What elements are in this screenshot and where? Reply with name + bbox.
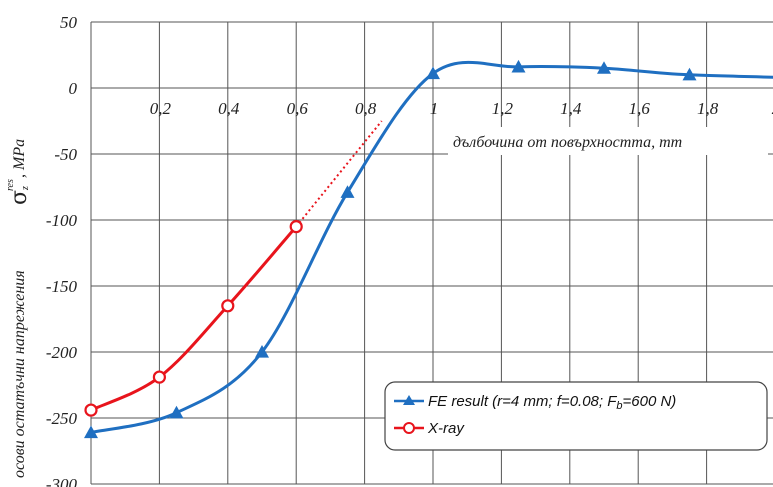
legend-fe-label-subscript: b bbox=[616, 400, 622, 412]
xray-point bbox=[84, 403, 98, 417]
x-tick-label: 0,4 bbox=[218, 99, 240, 118]
x-axis-title-background bbox=[448, 127, 768, 155]
y-tick-label: -100 bbox=[46, 211, 78, 230]
legend-fe-marker bbox=[403, 395, 415, 405]
x-tick-label: 0,2 bbox=[150, 99, 172, 118]
fe-point bbox=[682, 67, 697, 81]
x-tick-label: 0,6 bbox=[287, 99, 309, 118]
y-tick-label: -250 bbox=[46, 409, 78, 428]
series bbox=[84, 59, 773, 439]
x-tick-labels: 0,2 0,4 0,6 0,8 1 1,2 1,4 1,6 1,8 2 bbox=[150, 99, 773, 118]
y-axis-title-group: осови остатъчни напрежения σ res z , MPa bbox=[5, 139, 32, 478]
xray-point bbox=[289, 220, 303, 234]
fe-point bbox=[169, 405, 184, 419]
legend-fe-label-main: FE result (r=4 mm; f=0.08; F bbox=[428, 393, 617, 410]
y-axis-title-symbol: σ bbox=[7, 190, 32, 205]
x-tick-label: 1,2 bbox=[492, 99, 514, 118]
xray-point bbox=[152, 370, 166, 384]
fe-series-line bbox=[90, 60, 773, 434]
y-axis-title-text: осови остатъчни напрежения bbox=[11, 270, 28, 478]
fe-point bbox=[84, 425, 98, 439]
x-tick-label: 1 bbox=[430, 99, 439, 118]
y-tick-label: -300 bbox=[46, 475, 78, 487]
y-axis-title-unit: , MPa bbox=[11, 139, 28, 178]
y-tick-label: -150 bbox=[46, 277, 78, 296]
x-tick-label: 1,8 bbox=[697, 99, 719, 118]
fe-point bbox=[255, 345, 269, 358]
y-axis-title-subscript: z bbox=[20, 186, 31, 191]
xray-extrapolation-line bbox=[295, 120, 383, 228]
x-tick-label: 0,8 bbox=[355, 99, 377, 118]
legend-box bbox=[384, 381, 768, 451]
y-tick-label: 50 bbox=[60, 13, 78, 32]
y-tick-labels: 50 0 -50 -100 -150 -200 -250 -300 bbox=[46, 13, 78, 487]
x-tick-label: 2 bbox=[772, 99, 773, 118]
x-tick-label: 1,4 bbox=[560, 99, 582, 118]
fe-point bbox=[511, 59, 526, 73]
xray-series-line bbox=[90, 225, 298, 412]
y-tick-label: -50 bbox=[54, 145, 77, 164]
x-axis-title-group: дълбочина от повърхността, mm bbox=[448, 127, 768, 155]
fe-point bbox=[340, 185, 355, 198]
y-tick-label: -200 bbox=[46, 343, 78, 362]
y-tick-label: 0 bbox=[69, 79, 78, 98]
y-axis-title-superscript: res bbox=[5, 179, 16, 191]
legend-xray-marker bbox=[403, 422, 415, 434]
x-tick-label: 1,6 bbox=[629, 99, 651, 118]
legend-xray-label: X-ray bbox=[427, 420, 465, 437]
fe-point bbox=[426, 66, 440, 80]
legend-fe-label: FE result (r=4 mm; f=0.08; Fb=600 N) bbox=[428, 393, 676, 412]
xray-point bbox=[221, 299, 235, 313]
legend-fe-label-suffix: =600 N) bbox=[623, 393, 677, 410]
fe-point bbox=[597, 61, 611, 74]
x-axis-title: дълбочина от повърхността, mm bbox=[453, 134, 682, 151]
legend: FE result (r=4 mm; f=0.08; Fb=600 N) X-r… bbox=[384, 381, 768, 451]
